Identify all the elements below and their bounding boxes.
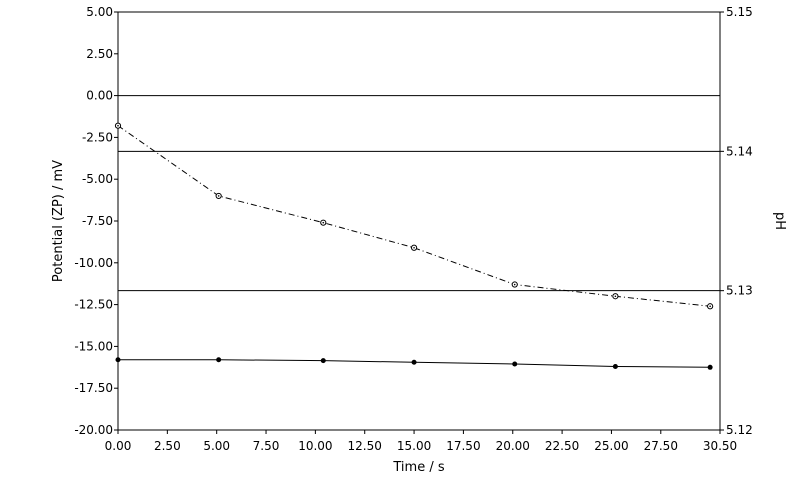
x-tick-label: 17.50: [446, 439, 480, 453]
series-1-point: [612, 363, 618, 369]
y2-axis-title: pH: [772, 212, 787, 230]
x-tick-label: 27.50: [644, 439, 678, 453]
x-tick-label: 25.00: [594, 439, 628, 453]
plot-area: [117, 11, 721, 431]
series-1-point: [707, 364, 713, 370]
series-1-point: [115, 357, 121, 363]
x-axis-ticks: 0.00 2.50 5.00 7.50 10.00 12.50 15.00 17.50 20.0…: [105, 430, 737, 453]
series-1-point: [216, 357, 222, 363]
series-0-point-center: [413, 246, 415, 249]
y-axis-title: Potential (ZP) / mV: [51, 160, 66, 282]
x-tick-label: 22.50: [545, 439, 579, 453]
series-1-point: [320, 358, 326, 364]
y-axis-ticks: 5.00 2.50 0.00 -2.50 -5.00 -7.50 -10.00 -12.50 -…: [74, 5, 118, 437]
y-tick-label: -7.50: [82, 214, 113, 228]
y-tick-label: 0.00: [86, 89, 113, 103]
series-0-point-center: [614, 295, 617, 298]
series-0-point-center: [709, 305, 711, 308]
y-tick-label: -17.50: [74, 381, 113, 395]
x-axis-title: Time / s: [392, 460, 444, 475]
x-tick-label: 0.00: [105, 439, 132, 453]
series-1-point: [411, 359, 417, 365]
series-0-point-center: [322, 221, 325, 224]
y-tick-label: -5.00: [82, 172, 113, 186]
y-tick-label: -12.50: [74, 298, 113, 312]
x-tick-label: 5.00: [203, 439, 230, 453]
y-tick-label: 2.50: [86, 47, 113, 61]
series-0-point-center: [117, 124, 119, 127]
x-tick-label: 20.00: [496, 439, 530, 453]
y-tick-label: -10.00: [74, 256, 113, 270]
series-0-point-center: [217, 195, 220, 197]
x-tick-label: 7.50: [253, 439, 280, 453]
y2-tick-label: 5.12: [726, 423, 753, 437]
y2-tick-label: 5.14: [726, 144, 753, 158]
y2-tick-label: 5.13: [726, 284, 753, 298]
x-tick-label: 12.50: [348, 439, 382, 453]
x-tick-label: 30.50: [703, 439, 737, 453]
series-line-0: [117, 125, 711, 307]
y2-tick-label: 5.15: [726, 5, 753, 19]
y-tick-label: -20.00: [74, 423, 113, 437]
y-tick-label: -2.50: [82, 130, 113, 144]
y-tick-label: -15.00: [74, 339, 113, 353]
series-0-point-center: [513, 283, 516, 286]
y2-axis-ticks: 5.15 5.14 5.13 5.12: [720, 5, 753, 437]
series-layer: [114, 122, 714, 370]
y-tick-label: 5.00: [86, 5, 113, 19]
x-tick-label: 2.50: [154, 439, 181, 453]
x-tick-label: 10.00: [298, 439, 332, 453]
grid-lines: [118, 95, 720, 292]
x-tick-label: 15.00: [397, 439, 431, 453]
series-1-point: [512, 361, 518, 367]
